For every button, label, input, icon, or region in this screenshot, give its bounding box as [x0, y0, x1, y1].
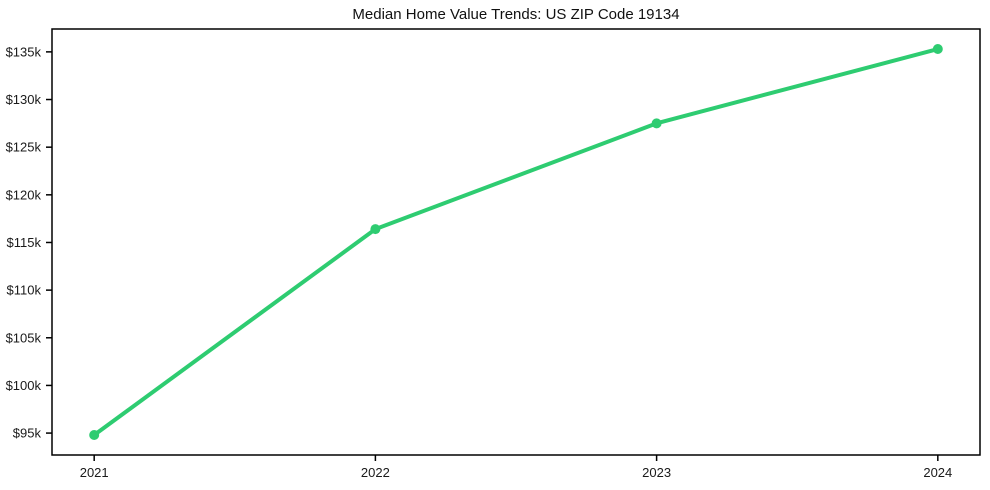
y-tick-label: $95k: [13, 426, 42, 441]
data-point: [651, 118, 662, 129]
trend-line: [92, 47, 940, 437]
x-tick-label: 2023: [642, 465, 671, 480]
plot-frame: [51, 28, 981, 456]
data-point: [89, 429, 100, 440]
y-tick-label: $105k: [6, 330, 42, 345]
y-tick-label: $120k: [6, 187, 42, 202]
y-tick-label: $100k: [6, 378, 42, 393]
y-tick-label: $130k: [6, 92, 42, 107]
y-tick-label: $115k: [7, 235, 42, 250]
y-tick-label: $110k: [7, 283, 42, 298]
x-tick-label: 2021: [80, 465, 109, 480]
data-point: [932, 44, 943, 55]
data-point: [370, 224, 381, 235]
chart-title: Median Home Value Trends: US ZIP Code 19…: [352, 6, 680, 23]
x-tick-label: 2022: [361, 465, 390, 480]
x-tick-label: 2024: [923, 465, 952, 480]
y-tick-label: $135k: [6, 44, 42, 59]
y-tick-label: $125k: [6, 140, 42, 155]
